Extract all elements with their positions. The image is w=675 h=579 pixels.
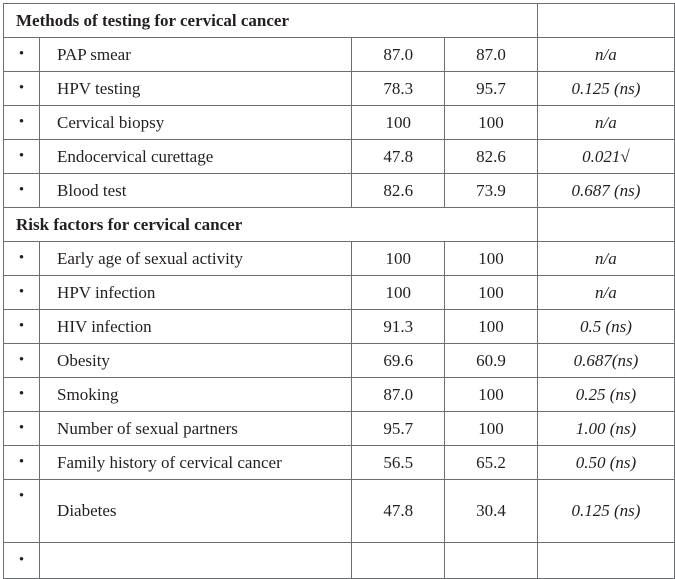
p-value: 0.687(ns) [536, 343, 675, 378]
p-value: 0.125 (ns) [536, 71, 675, 106]
row-label: Smoking [39, 377, 353, 412]
value-col2: 87.0 [444, 37, 538, 72]
row-label: HIV infection [39, 309, 353, 344]
value-col1: 69.6 [351, 343, 446, 378]
value-col2: 100 [444, 105, 538, 140]
value-col2: 95.7 [444, 71, 538, 106]
value-col1: 95.7 [351, 411, 446, 446]
row-label: Obesity [39, 343, 353, 378]
row-label: Early age of sexual activity [39, 241, 353, 276]
table-row: • Obesity 69.6 60.9 0.687(ns) [2, 343, 675, 378]
table-row: • Number of sexual partners 95.7 100 1.0… [2, 411, 675, 446]
row-label [39, 542, 353, 579]
value-col1: 47.8 [351, 139, 446, 174]
p-value: n/a [536, 37, 675, 72]
value-col2: 30.4 [444, 479, 538, 543]
bullet: • [2, 241, 41, 276]
value-col1: 82.6 [351, 173, 446, 208]
row-label: HPV testing [39, 71, 353, 106]
value-col1: 47.8 [351, 479, 446, 543]
bullet: • [2, 377, 41, 412]
value-col1: 78.3 [351, 71, 446, 106]
value-col2: 100 [444, 241, 538, 276]
bullet: • [2, 105, 41, 140]
p-value: n/a [536, 105, 675, 140]
bullet: • [2, 71, 41, 106]
value-col1: 87.0 [351, 377, 446, 412]
table-row: • PAP smear 87.0 87.0 n/a [2, 37, 675, 72]
value-col2: 65.2 [444, 445, 538, 480]
p-value: n/a [536, 275, 675, 310]
section-title: Methods of testing for cervical cancer [3, 3, 538, 38]
value-col1 [351, 542, 446, 579]
bullet: • [2, 479, 41, 543]
row-label: Number of sexual partners [39, 411, 353, 446]
value-col1: 100 [351, 241, 446, 276]
value-col2: 100 [444, 377, 538, 412]
row-label: Family history of cervical cancer [39, 445, 353, 480]
p-value: 0.687 (ns) [536, 173, 675, 208]
table-row: • HPV testing 78.3 95.7 0.125 (ns) [2, 71, 675, 106]
data-table: Methods of testing for cervical cancer •… [2, 3, 675, 579]
p-value: 0.25 (ns) [536, 377, 675, 412]
table-row: • Early age of sexual activity 100 100 n… [2, 241, 675, 276]
bullet: • [2, 139, 41, 174]
bullet: • [2, 445, 41, 480]
row-label: PAP smear [39, 37, 353, 72]
section-header-row: Methods of testing for cervical cancer [3, 3, 675, 38]
value-col1: 100 [351, 105, 446, 140]
value-col2: 100 [444, 275, 538, 310]
bullet: • [2, 343, 41, 378]
table-row: • Smoking 87.0 100 0.25 (ns) [2, 377, 675, 412]
empty-cell [536, 3, 675, 38]
p-value: 1.00 (ns) [536, 411, 675, 446]
p-value: 0.021√ [536, 139, 675, 174]
row-label: Blood test [39, 173, 353, 208]
value-col2: 82.6 [444, 139, 538, 174]
table-row: • HIV infection 91.3 100 0.5 (ns) [2, 309, 675, 344]
p-value: 0.5 (ns) [536, 309, 675, 344]
p-value [536, 542, 675, 579]
table-row: • [2, 542, 675, 579]
value-col1: 87.0 [351, 37, 446, 72]
bullet: • [2, 542, 41, 579]
value-col2: 60.9 [444, 343, 538, 378]
value-col1: 100 [351, 275, 446, 310]
value-col2: 73.9 [444, 173, 538, 208]
table-row: • Cervical biopsy 100 100 n/a [2, 105, 675, 140]
bullet: • [2, 37, 41, 72]
row-label: HPV infection [39, 275, 353, 310]
bullet: • [2, 309, 41, 344]
p-value: 0.125 (ns) [536, 479, 675, 543]
value-col1: 91.3 [351, 309, 446, 344]
bullet: • [2, 275, 41, 310]
value-col1: 56.5 [351, 445, 446, 480]
empty-cell [536, 207, 675, 242]
table-row: • Diabetes 47.8 30.4 0.125 (ns) [2, 479, 675, 543]
section-title: Risk factors for cervical cancer [3, 207, 538, 242]
table-row: • Blood test 82.6 73.9 0.687 (ns) [2, 173, 675, 208]
value-col2: 100 [444, 411, 538, 446]
table-row: • HPV infection 100 100 n/a [2, 275, 675, 310]
value-col2: 100 [444, 309, 538, 344]
value-col2 [444, 542, 538, 579]
bullet: • [2, 173, 41, 208]
table-row: • Endocervical curettage 47.8 82.6 0.021… [2, 139, 675, 174]
table-row: • Family history of cervical cancer 56.5… [2, 445, 675, 480]
section-header-row: Risk factors for cervical cancer [3, 207, 675, 242]
row-label: Cervical biopsy [39, 105, 353, 140]
bullet: • [2, 411, 41, 446]
row-label: Endocervical curettage [39, 139, 353, 174]
p-value: 0.50 (ns) [536, 445, 675, 480]
row-label: Diabetes [39, 479, 353, 543]
p-value: n/a [536, 241, 675, 276]
